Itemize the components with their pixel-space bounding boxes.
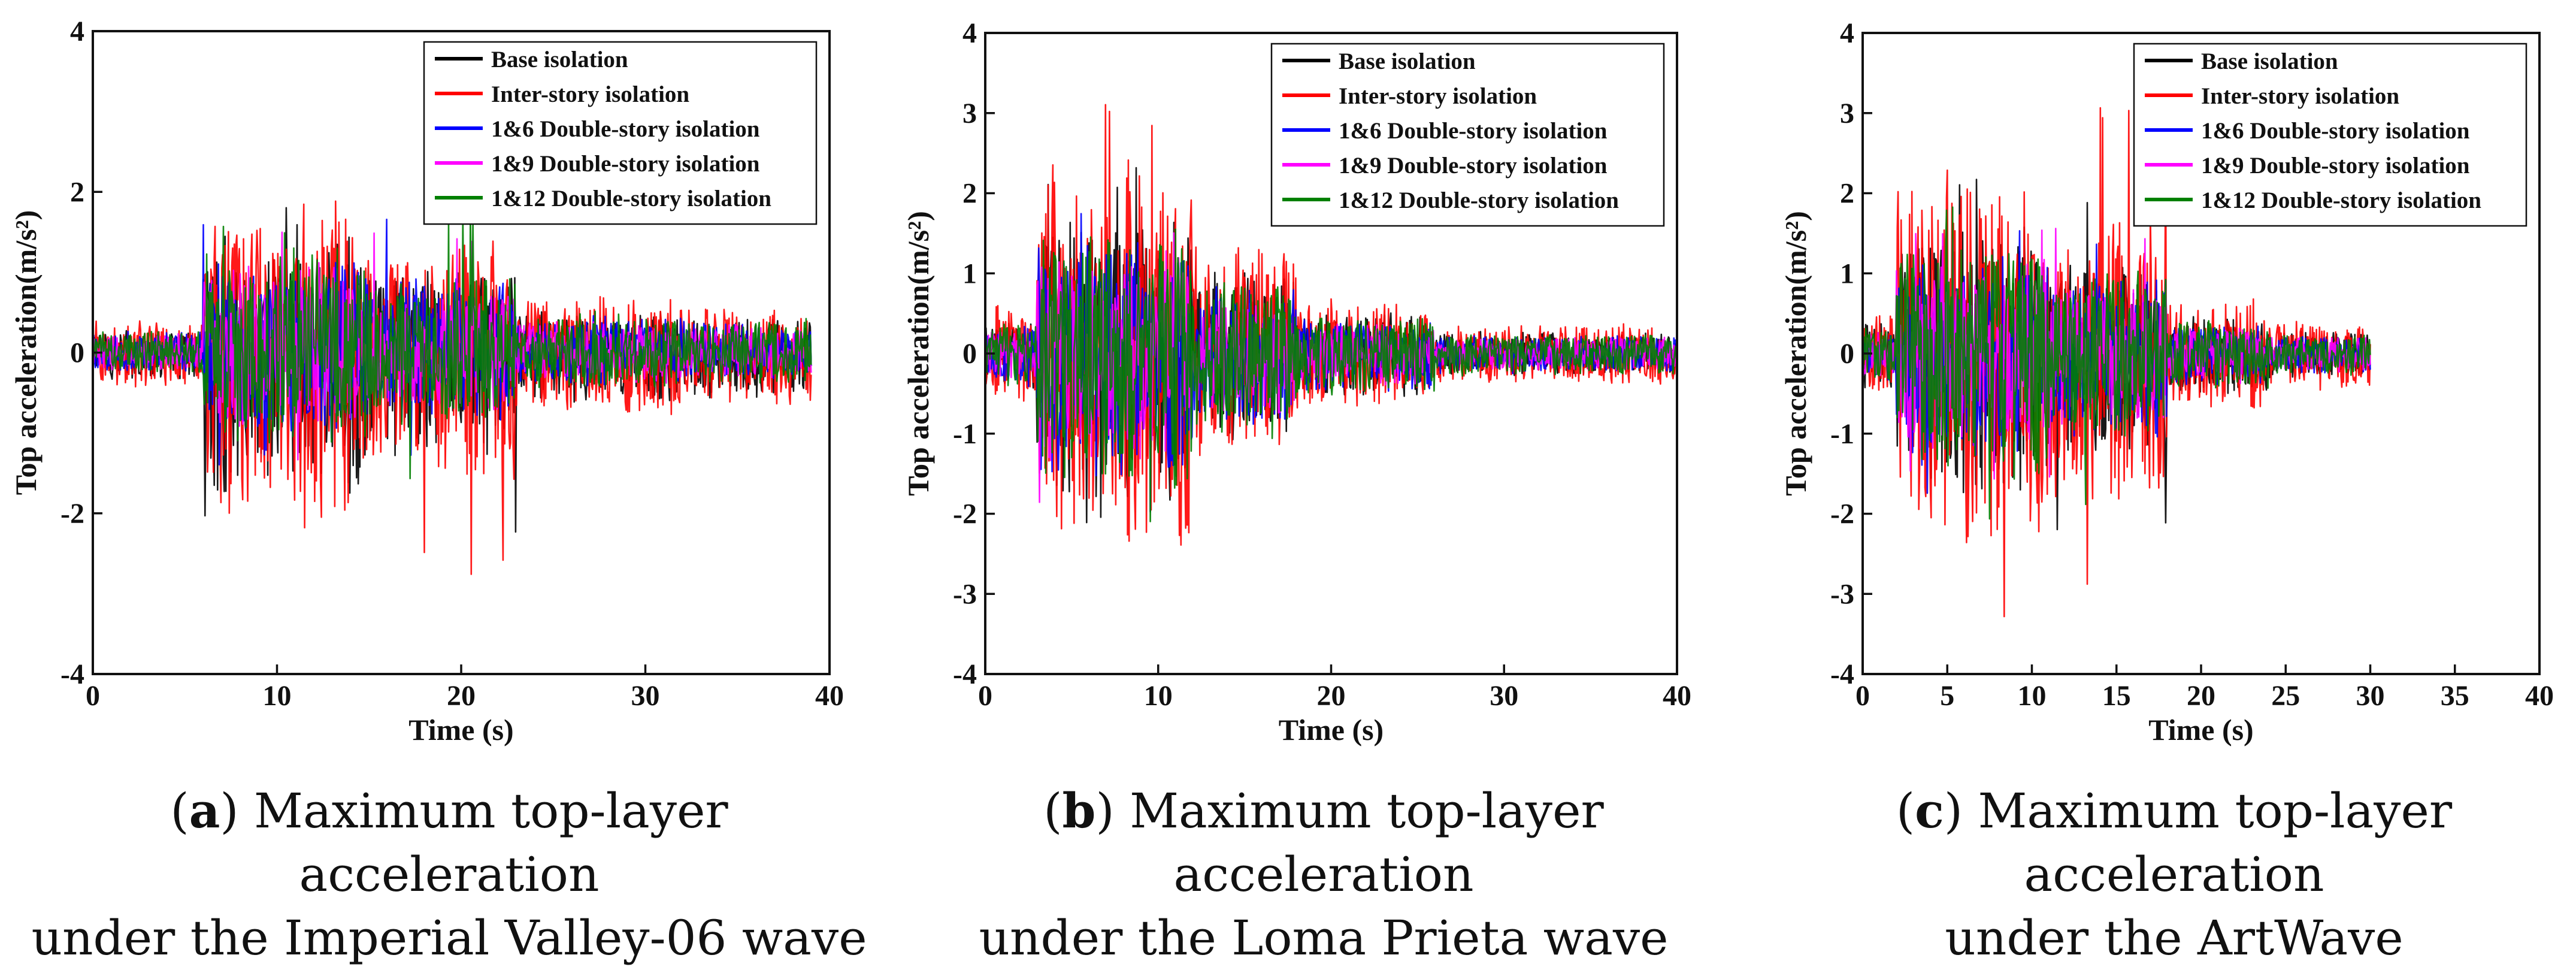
caption-c: (c) Maximum top-layer acceleration under… [1779, 779, 2569, 970]
y-tick-label: -4 [953, 658, 977, 690]
y-tick-label: -4 [1830, 658, 1854, 690]
legend: Base isolation Inter-story isolation 1&6 D… [423, 41, 818, 225]
chart-panel-b: 0 10 20 30 40 -4 -3 -2 -1 0 1 2 3 4 Time (s) Top accele… [886, 0, 1749, 767]
y-tick-label: -2 [60, 498, 84, 530]
y-tick-label: 3 [1840, 98, 1854, 129]
x-tick-label: 20 [2187, 680, 2215, 712]
legend-entry: Base isolation [2201, 49, 2338, 74]
y-tick-label: 0 [70, 337, 84, 369]
y-tick-label: 2 [70, 176, 84, 208]
x-tick-label: 0 [1855, 680, 1870, 712]
y-tick-label: 1 [962, 258, 977, 289]
x-tick-label: 0 [86, 680, 100, 712]
legend-entry: 1&12 Double-story isolation [491, 186, 771, 211]
y-tick-label: -2 [953, 498, 977, 530]
y-tick-label: 0 [962, 338, 977, 370]
y-tick-label: -1 [953, 418, 977, 450]
legend-entry: 1&6 Double-story isolation [1339, 118, 1608, 144]
legend-entry: Base isolation [491, 47, 628, 72]
x-tick-label: 40 [2525, 680, 2554, 712]
legend: Base isolation Inter-story isolation 1&6 D… [2133, 43, 2527, 227]
y-tick-label: 2 [1840, 178, 1854, 210]
x-axis-label: Time (s) [2148, 713, 2253, 747]
x-tick-label: 20 [447, 680, 476, 712]
x-tick-label: 15 [2102, 680, 2131, 712]
line-chart-svg: 0 10 20 30 40 -4 -2 0 2 4 Time (s) Top acceleration… [9, 16, 844, 747]
caption-letter: b [1062, 782, 1096, 839]
y-tick-label: 0 [1840, 338, 1854, 370]
y-tick-label: 1 [1840, 258, 1854, 289]
y-tick-label: -1 [1830, 418, 1854, 450]
series-line [985, 228, 1677, 522]
series-line [1863, 206, 2371, 520]
x-tick-label: 35 [2441, 680, 2469, 712]
y-axis-label: Top acceleration(m/s²) [1779, 211, 1812, 496]
caption-letter: c [1915, 782, 1944, 839]
y-tick-label: -4 [60, 658, 84, 690]
line-chart-svg: 0 5 10 15 20 25 30 35 40 -4 -3 -2 -1 0 1 2 3 4 Time (s) Top… [1779, 17, 2554, 747]
x-tick-label: 40 [815, 680, 844, 712]
caption-line-1: ) Maximum top-layer acceleration [1095, 783, 1604, 902]
x-tick-label: 0 [978, 680, 992, 712]
legend-entry: 1&9 Double-story isolation [2201, 153, 2470, 179]
legend-entry: 1&6 Double-story isolation [2201, 118, 2470, 144]
y-axis-label: Top acceleration(m/s²) [9, 210, 43, 495]
x-tick-label: 25 [2271, 680, 2300, 712]
caption-letter: a [189, 782, 220, 839]
y-tick-label: 3 [962, 98, 977, 129]
line-chart-svg: 0 10 20 30 40 -4 -3 -2 -1 0 1 2 3 4 Time (s) Top accele… [901, 17, 1691, 747]
x-tick-label: 10 [263, 680, 292, 712]
chart-panel-c: 0 5 10 15 20 25 30 35 40 -4 -3 -2 -1 0 1 2 3 4 Time (s) Top… [1761, 0, 2563, 767]
x-tick-label: 30 [1490, 680, 1518, 712]
x-tick-label: 10 [1144, 680, 1173, 712]
legend-entry: 1&9 Double-story isolation [1339, 153, 1608, 179]
y-tick-label: 2 [962, 178, 977, 210]
y-tick-label: 4 [1840, 17, 1854, 49]
caption-line-2: under the ArtWave [1945, 910, 2404, 966]
series-line [93, 208, 812, 479]
caption-b: (b) Maximum top-layer acceleration under… [898, 779, 1749, 970]
legend-entry: Inter-story isolation [2201, 83, 2399, 109]
x-axis-label: Time (s) [1279, 713, 1384, 747]
y-tick-label: -2 [1830, 498, 1854, 530]
legend-entry: Base isolation [1339, 49, 1476, 74]
x-tick-label: 5 [1940, 680, 1954, 712]
legend-entry: Inter-story isolation [491, 81, 689, 107]
caption-line-1: ) Maximum top-layer acceleration [1944, 783, 2453, 902]
legend: Base isolation Inter-story isolation 1&6 D… [1270, 43, 1665, 227]
legend-entry: 1&12 Double-story isolation [2201, 188, 2481, 213]
y-tick-label: -3 [953, 578, 977, 610]
x-tick-label: 30 [631, 680, 660, 712]
y-tick-label: -3 [1830, 578, 1854, 610]
legend-entry: 1&9 Double-story isolation [491, 151, 760, 177]
caption-a: (a) Maximum top-layer acceleration under… [24, 779, 874, 970]
y-axis-label: Top acceleration(m/s²) [901, 211, 935, 496]
legend-entry: 1&6 Double-story isolation [491, 116, 760, 142]
caption-line-1: ) Maximum top-layer acceleration [220, 783, 728, 902]
x-tick-label: 30 [2356, 680, 2385, 712]
legend-entry: 1&12 Double-story isolation [1339, 188, 1619, 213]
y-tick-label: 4 [70, 16, 84, 47]
x-axis-label: Time (s) [408, 713, 513, 747]
x-tick-label: 40 [1663, 680, 1691, 712]
caption-line-2: under the Loma Prieta wave [979, 910, 1669, 966]
x-tick-label: 10 [2018, 680, 2047, 712]
x-tick-label: 20 [1317, 680, 1346, 712]
y-tick-label: 4 [962, 17, 977, 49]
legend-entry: Inter-story isolation [1339, 83, 1537, 109]
caption-line-2: under the Imperial Valley-06 wave [31, 910, 867, 966]
chart-panel-a: 0 10 20 30 40 -4 -2 0 2 4 Time (s) Top acceleration… [0, 0, 874, 767]
